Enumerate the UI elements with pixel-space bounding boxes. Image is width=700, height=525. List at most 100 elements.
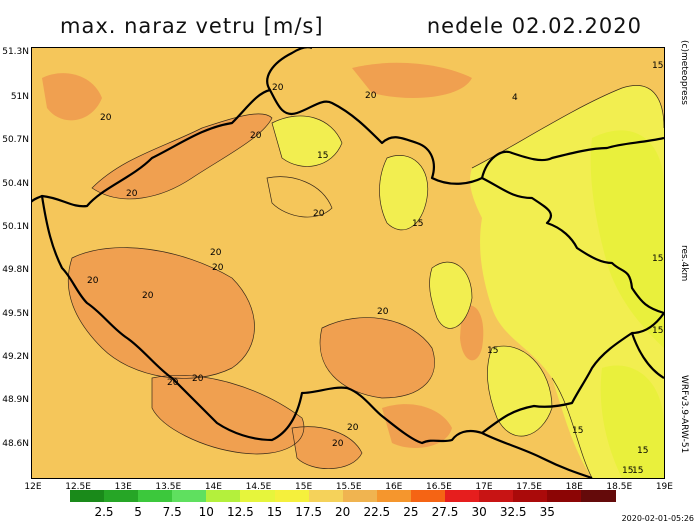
patch-west-bohemia — [68, 247, 255, 379]
yellow-south-east — [487, 346, 552, 437]
legend-swatch — [376, 490, 411, 502]
legend-label: 22.5 — [363, 505, 391, 519]
longitude-label: 12E — [24, 482, 42, 492]
contour-value-label: 20 — [332, 439, 344, 449]
longitude-label: 14E — [204, 482, 222, 492]
contour-value-label: 15 — [622, 466, 633, 476]
czech-border — [40, 88, 664, 445]
legend-label: 30 — [471, 505, 487, 519]
contour-value-label: 15 — [632, 466, 643, 476]
longitude-label: 18E — [565, 482, 583, 492]
latitude-label: 48.9N — [2, 395, 29, 405]
legend-swatch — [104, 490, 139, 502]
legend-label: 15 — [266, 505, 283, 519]
legend-swatch — [479, 490, 514, 502]
contour-value-label: 15 — [637, 446, 648, 456]
patch-vysocina — [382, 404, 452, 448]
legend-label: 25 — [403, 505, 419, 519]
contour-value-label: 20 — [192, 374, 204, 384]
contour-value-label: 20 — [272, 83, 284, 93]
legend-label: 12.5 — [227, 505, 254, 519]
longitude-label: 17.5E — [516, 482, 542, 492]
contour-value-label: 15 — [317, 151, 328, 161]
latitude-label: 51.3N — [2, 47, 29, 57]
copyright-label: (c)meteopress — [679, 40, 689, 105]
legend-swatch — [513, 490, 548, 502]
contour-lines — [67, 85, 664, 478]
longitude-label: 18.5E — [606, 482, 633, 492]
contour-value-label: 20 — [347, 423, 359, 433]
latitude-label: 49.8N — [2, 265, 29, 275]
patch-east-small — [460, 305, 484, 361]
map-date: nedele 02.02.2020 — [426, 14, 642, 38]
contour-value-label: 20 — [365, 91, 377, 101]
contour-value-label: 15 — [412, 219, 423, 229]
contour-value-label: 20 — [167, 378, 179, 388]
latitude-label: 50.1N — [2, 222, 29, 232]
latitude-label: 50.4N — [2, 179, 29, 189]
contour-value-label: 15 — [652, 254, 663, 264]
contour-value-label: 20 — [377, 307, 389, 317]
longitude-label: 12.5E — [65, 482, 91, 492]
contour-value-label: 20 — [126, 189, 138, 199]
longitude-label: 15.5E — [335, 482, 362, 492]
patch-north — [352, 62, 472, 98]
legend-label: 5 — [134, 505, 142, 519]
legend-label: 20 — [335, 505, 351, 519]
patch-moravia-west — [320, 317, 435, 398]
patch-ore-mountains — [92, 113, 272, 199]
contour-value-label: 15 — [652, 326, 663, 336]
austria-border — [32, 194, 43, 203]
contour-value-label: 20 — [212, 263, 224, 273]
legend-swatch — [70, 490, 105, 502]
contour-value-label: 20 — [87, 276, 99, 286]
yellow-far-east — [590, 130, 664, 348]
map-panel: 20 20 20 20 20 20 20 20 20 20 15 15 15 15 15 15 20 20 20 15… — [31, 47, 665, 479]
longitude-label: 15E — [295, 482, 313, 492]
contour-value-label: 15 — [652, 61, 663, 71]
longitude-label: 14.5E — [245, 482, 272, 492]
legend-label: 10 — [198, 505, 214, 519]
longitude-label: 13.5E — [155, 482, 182, 492]
patch-south — [292, 426, 362, 469]
model-label: WRFv3.9-ARW-51 — [679, 375, 689, 454]
contour-value-label: 15 — [572, 426, 583, 436]
run-timestamp: 2020-02-01-05:26 — [621, 514, 694, 523]
contour-value-label: 20 — [142, 291, 154, 301]
slovakia-hungary — [481, 432, 593, 478]
latitude-label: 49.5N — [2, 309, 29, 319]
lowest-gust-areas — [590, 130, 664, 478]
legend-swatch — [445, 490, 480, 502]
germany-poland-border — [266, 48, 312, 91]
yellow-central-east — [429, 262, 472, 329]
legend-swatch — [342, 490, 377, 502]
slovak-west — [630, 332, 664, 379]
poland-border-east — [480, 136, 664, 179]
latitude-label: 49.2N — [2, 352, 29, 362]
longitude-label: 19E — [655, 482, 673, 492]
longitude-label: 16E — [385, 482, 403, 492]
legend-swatch — [274, 490, 309, 502]
legend-swatch — [206, 490, 241, 502]
legend-label: 35 — [539, 505, 555, 519]
contour-value-label: 20 — [210, 248, 222, 258]
latitude-label: 51N — [10, 92, 29, 102]
high-gust-areas — [42, 62, 537, 469]
legend-label: 7.5 — [162, 505, 182, 519]
contour-value-label: 20 — [250, 131, 262, 141]
contour-value-label: 15 — [487, 346, 498, 356]
latitude-label: 50.7N — [2, 135, 29, 145]
yellow-tatras — [600, 365, 664, 478]
legend-label: 32.5 — [499, 505, 527, 519]
legend-swatch — [138, 490, 173, 502]
legend-label: 27.5 — [431, 505, 459, 519]
longitude-label: 13E — [114, 482, 132, 492]
longitude-label: 16.5E — [426, 482, 452, 492]
legend-swatch — [410, 490, 446, 502]
country-borders — [32, 48, 664, 478]
yellow-giant — [379, 155, 428, 230]
longitude-label: 17E — [475, 482, 493, 492]
contour-value-label: 4 — [512, 93, 518, 103]
